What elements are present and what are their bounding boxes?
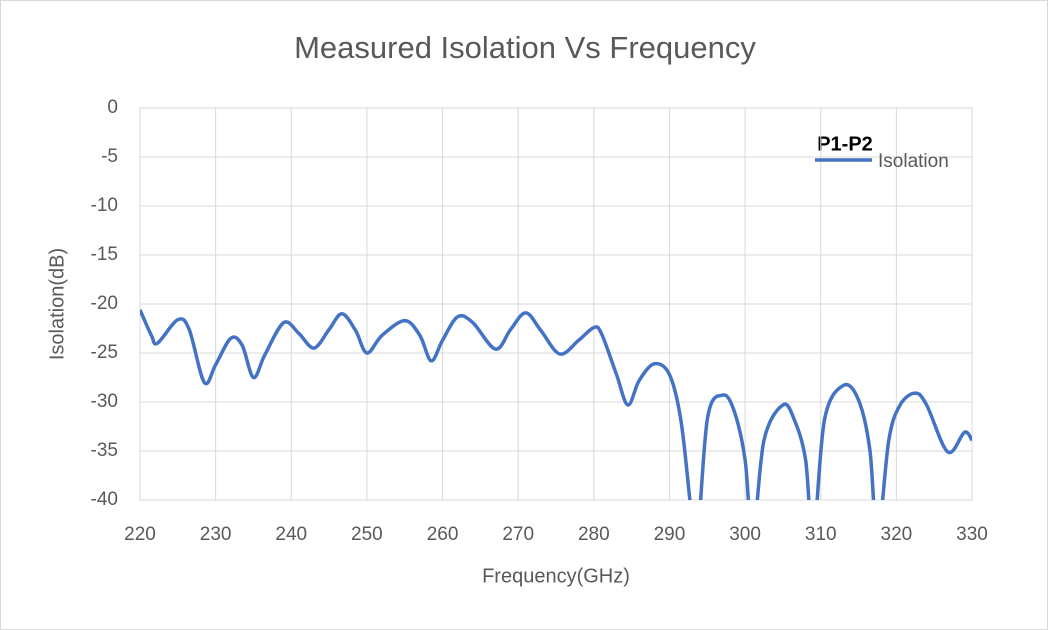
x-tick-label: 280 bbox=[578, 524, 610, 545]
x-tick-label: 320 bbox=[881, 524, 913, 545]
legend-label: Isolation bbox=[878, 151, 949, 172]
y-tick-label: 0 bbox=[107, 97, 118, 118]
y-tick-label: -30 bbox=[91, 391, 118, 412]
series-line bbox=[140, 309, 972, 500]
x-tick-label: 250 bbox=[351, 524, 383, 545]
x-tick-label: 230 bbox=[200, 524, 232, 545]
x-tick-label: 260 bbox=[427, 524, 459, 545]
x-tick-label: 270 bbox=[502, 524, 534, 545]
y-tick-label: -35 bbox=[91, 440, 118, 461]
y-tick-label: -25 bbox=[91, 342, 118, 363]
x-axis-label: Frequency(GHz) bbox=[482, 565, 630, 587]
plot-area bbox=[140, 309, 972, 500]
annotation: P1-P2 bbox=[817, 133, 873, 155]
x-tick-label: 220 bbox=[124, 524, 156, 545]
x-tick-label: 300 bbox=[729, 524, 761, 545]
x-tick-label: 310 bbox=[805, 524, 837, 545]
y-axis-label: Isolation(dB) bbox=[46, 248, 68, 360]
x-tick-label: 290 bbox=[654, 524, 686, 545]
y-tick-label: -5 bbox=[101, 146, 118, 167]
y-tick-label: -10 bbox=[91, 195, 118, 216]
y-tick-label: -20 bbox=[91, 293, 118, 314]
y-tick-label: -40 bbox=[91, 489, 118, 510]
chart-title: Measured Isolation Vs Frequency bbox=[294, 30, 756, 65]
x-tick-label: 330 bbox=[956, 524, 988, 545]
y-tick-label: -15 bbox=[91, 244, 118, 265]
x-tick-label: 240 bbox=[275, 524, 307, 545]
